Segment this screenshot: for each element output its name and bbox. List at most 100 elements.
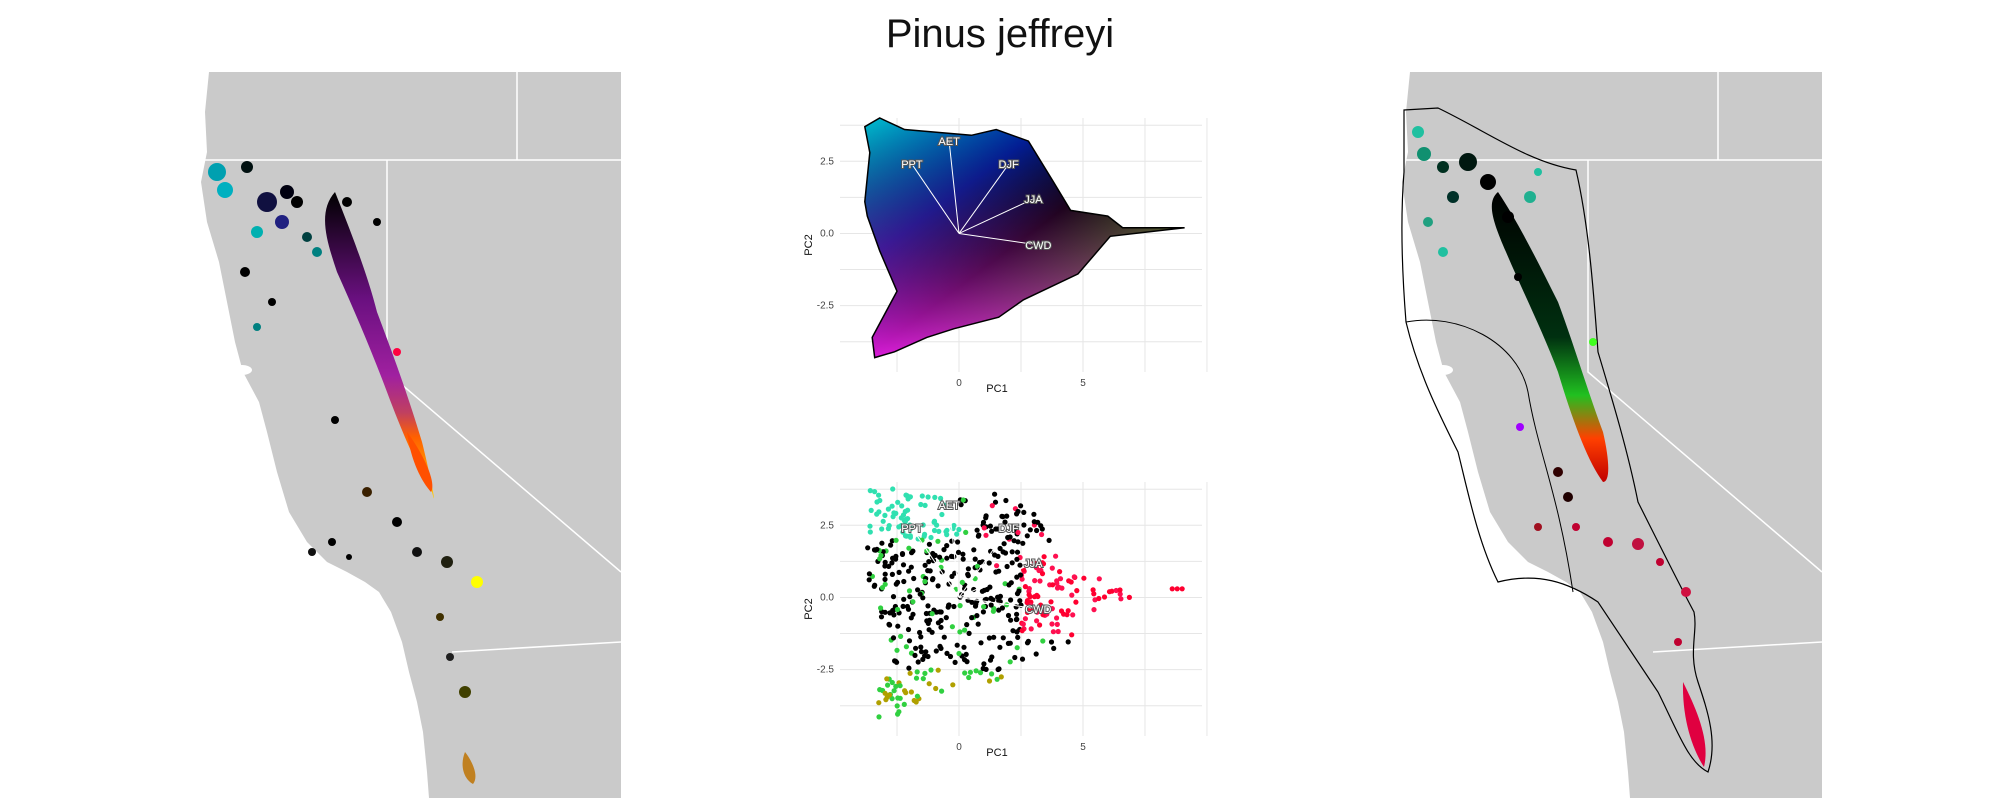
pca-point — [926, 541, 932, 547]
pca-point — [981, 661, 987, 667]
pca-point — [962, 670, 968, 676]
pca-point — [1022, 616, 1028, 622]
pca-point — [1034, 609, 1040, 615]
pca-point — [866, 571, 872, 577]
pca-point — [943, 615, 949, 621]
pca-point — [1022, 584, 1028, 590]
pca-point — [1025, 638, 1031, 644]
state-border — [1398, 72, 1822, 653]
pca-point — [872, 489, 878, 495]
loading-label: AET — [938, 500, 960, 512]
pca-point — [1057, 569, 1063, 575]
pca-point — [1019, 656, 1026, 662]
pca-point — [938, 617, 944, 624]
pca-point — [925, 494, 931, 500]
figure-title: Pinus jeffreyi — [885, 12, 1115, 56]
pca-point — [1055, 628, 1061, 635]
pca-top-svg: PPT AET DJF JJA CWD 0 5 -2.5 0.0 2.5 PC1 PC2 — [803, 117, 1208, 395]
pca-point — [972, 556, 978, 562]
pca-point — [1039, 571, 1046, 577]
pca-point — [1020, 540, 1026, 546]
pca-point — [906, 545, 912, 551]
pca-point — [1054, 585, 1061, 591]
pca-point — [889, 679, 895, 686]
pca-point — [955, 549, 962, 555]
pca-point — [876, 509, 882, 515]
y-axis-title: PC2 — [803, 598, 815, 619]
pca-point — [925, 568, 931, 574]
pca-point — [882, 512, 888, 518]
pca-point — [920, 595, 926, 601]
pca-point — [966, 630, 972, 636]
pca-point — [1174, 586, 1180, 592]
pca-point — [1002, 550, 1009, 556]
pca-point — [973, 601, 979, 607]
pca-point — [944, 650, 950, 656]
pca-point — [1179, 586, 1185, 592]
pca-point — [988, 548, 994, 554]
pca-point — [1065, 608, 1071, 614]
pca-point — [1091, 607, 1097, 613]
y-tick-label: 0.0 — [820, 592, 834, 603]
pca-point — [1024, 599, 1030, 606]
loading-arrow — [958, 163, 1010, 234]
pca-point — [894, 659, 900, 665]
pca-point — [1014, 549, 1021, 555]
pca-point — [966, 674, 972, 681]
loading-arrow — [958, 232, 1039, 246]
pca-point — [911, 697, 917, 704]
pca-point — [915, 536, 921, 542]
pca-point — [925, 653, 931, 660]
pca-point — [889, 696, 895, 702]
pca-point — [969, 599, 975, 605]
x-tick-label: 0 — [956, 742, 962, 753]
pca-point — [882, 581, 888, 587]
pca-point — [1008, 597, 1014, 603]
pca-point — [1007, 534, 1013, 540]
pca-point — [901, 701, 907, 707]
pca-point — [867, 523, 873, 529]
pca-point — [897, 683, 903, 689]
pca-point — [922, 531, 928, 537]
pca-point — [1015, 529, 1021, 536]
pca-point — [878, 605, 884, 611]
pca-point — [1009, 549, 1015, 555]
x-tick-label: 0 — [956, 378, 962, 389]
pca-point — [918, 501, 924, 508]
pca-point — [995, 553, 1001, 559]
pca-point — [1020, 621, 1026, 627]
pca-point — [1096, 576, 1102, 582]
pca-point — [1028, 626, 1034, 632]
pca-point — [896, 524, 902, 530]
pca-point — [880, 549, 886, 555]
pca-point — [977, 670, 984, 676]
pca-point — [988, 602, 994, 608]
pca-point — [1008, 617, 1014, 623]
loading-label: AET — [938, 136, 960, 148]
pca-point — [992, 499, 999, 505]
pca-point — [1001, 541, 1007, 547]
pca-point — [994, 526, 1000, 532]
loading-arrow — [948, 141, 960, 234]
pca-biplot-top: PPT AET DJF JJA CWD 0 5 -2.5 0.0 2.5 PC1 PC2 — [800, 110, 1210, 400]
pca-point — [878, 614, 885, 620]
ocean — [197, 72, 429, 798]
pca-point — [907, 594, 913, 600]
pca-point — [867, 488, 873, 494]
ocean — [1398, 72, 1630, 798]
pca-point — [905, 507, 911, 513]
pca-point — [1058, 608, 1065, 614]
pca-point — [961, 644, 967, 650]
pca-point — [877, 687, 883, 693]
pca-point — [944, 543, 950, 549]
pca-point — [876, 492, 882, 498]
pca-point — [1034, 618, 1040, 624]
pca-point — [1048, 639, 1055, 645]
pca-point — [1054, 578, 1060, 584]
y-tick-label: 2.5 — [820, 156, 834, 167]
pca-point — [1009, 560, 1015, 566]
pca-point — [895, 695, 901, 701]
pca-point — [885, 682, 891, 688]
pca-point — [908, 526, 914, 532]
pca-point — [1040, 612, 1046, 618]
